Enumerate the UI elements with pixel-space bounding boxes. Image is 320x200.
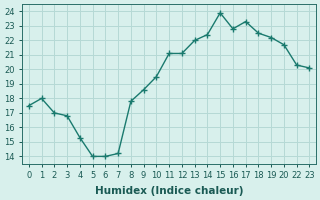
X-axis label: Humidex (Indice chaleur): Humidex (Indice chaleur) — [95, 186, 244, 196]
